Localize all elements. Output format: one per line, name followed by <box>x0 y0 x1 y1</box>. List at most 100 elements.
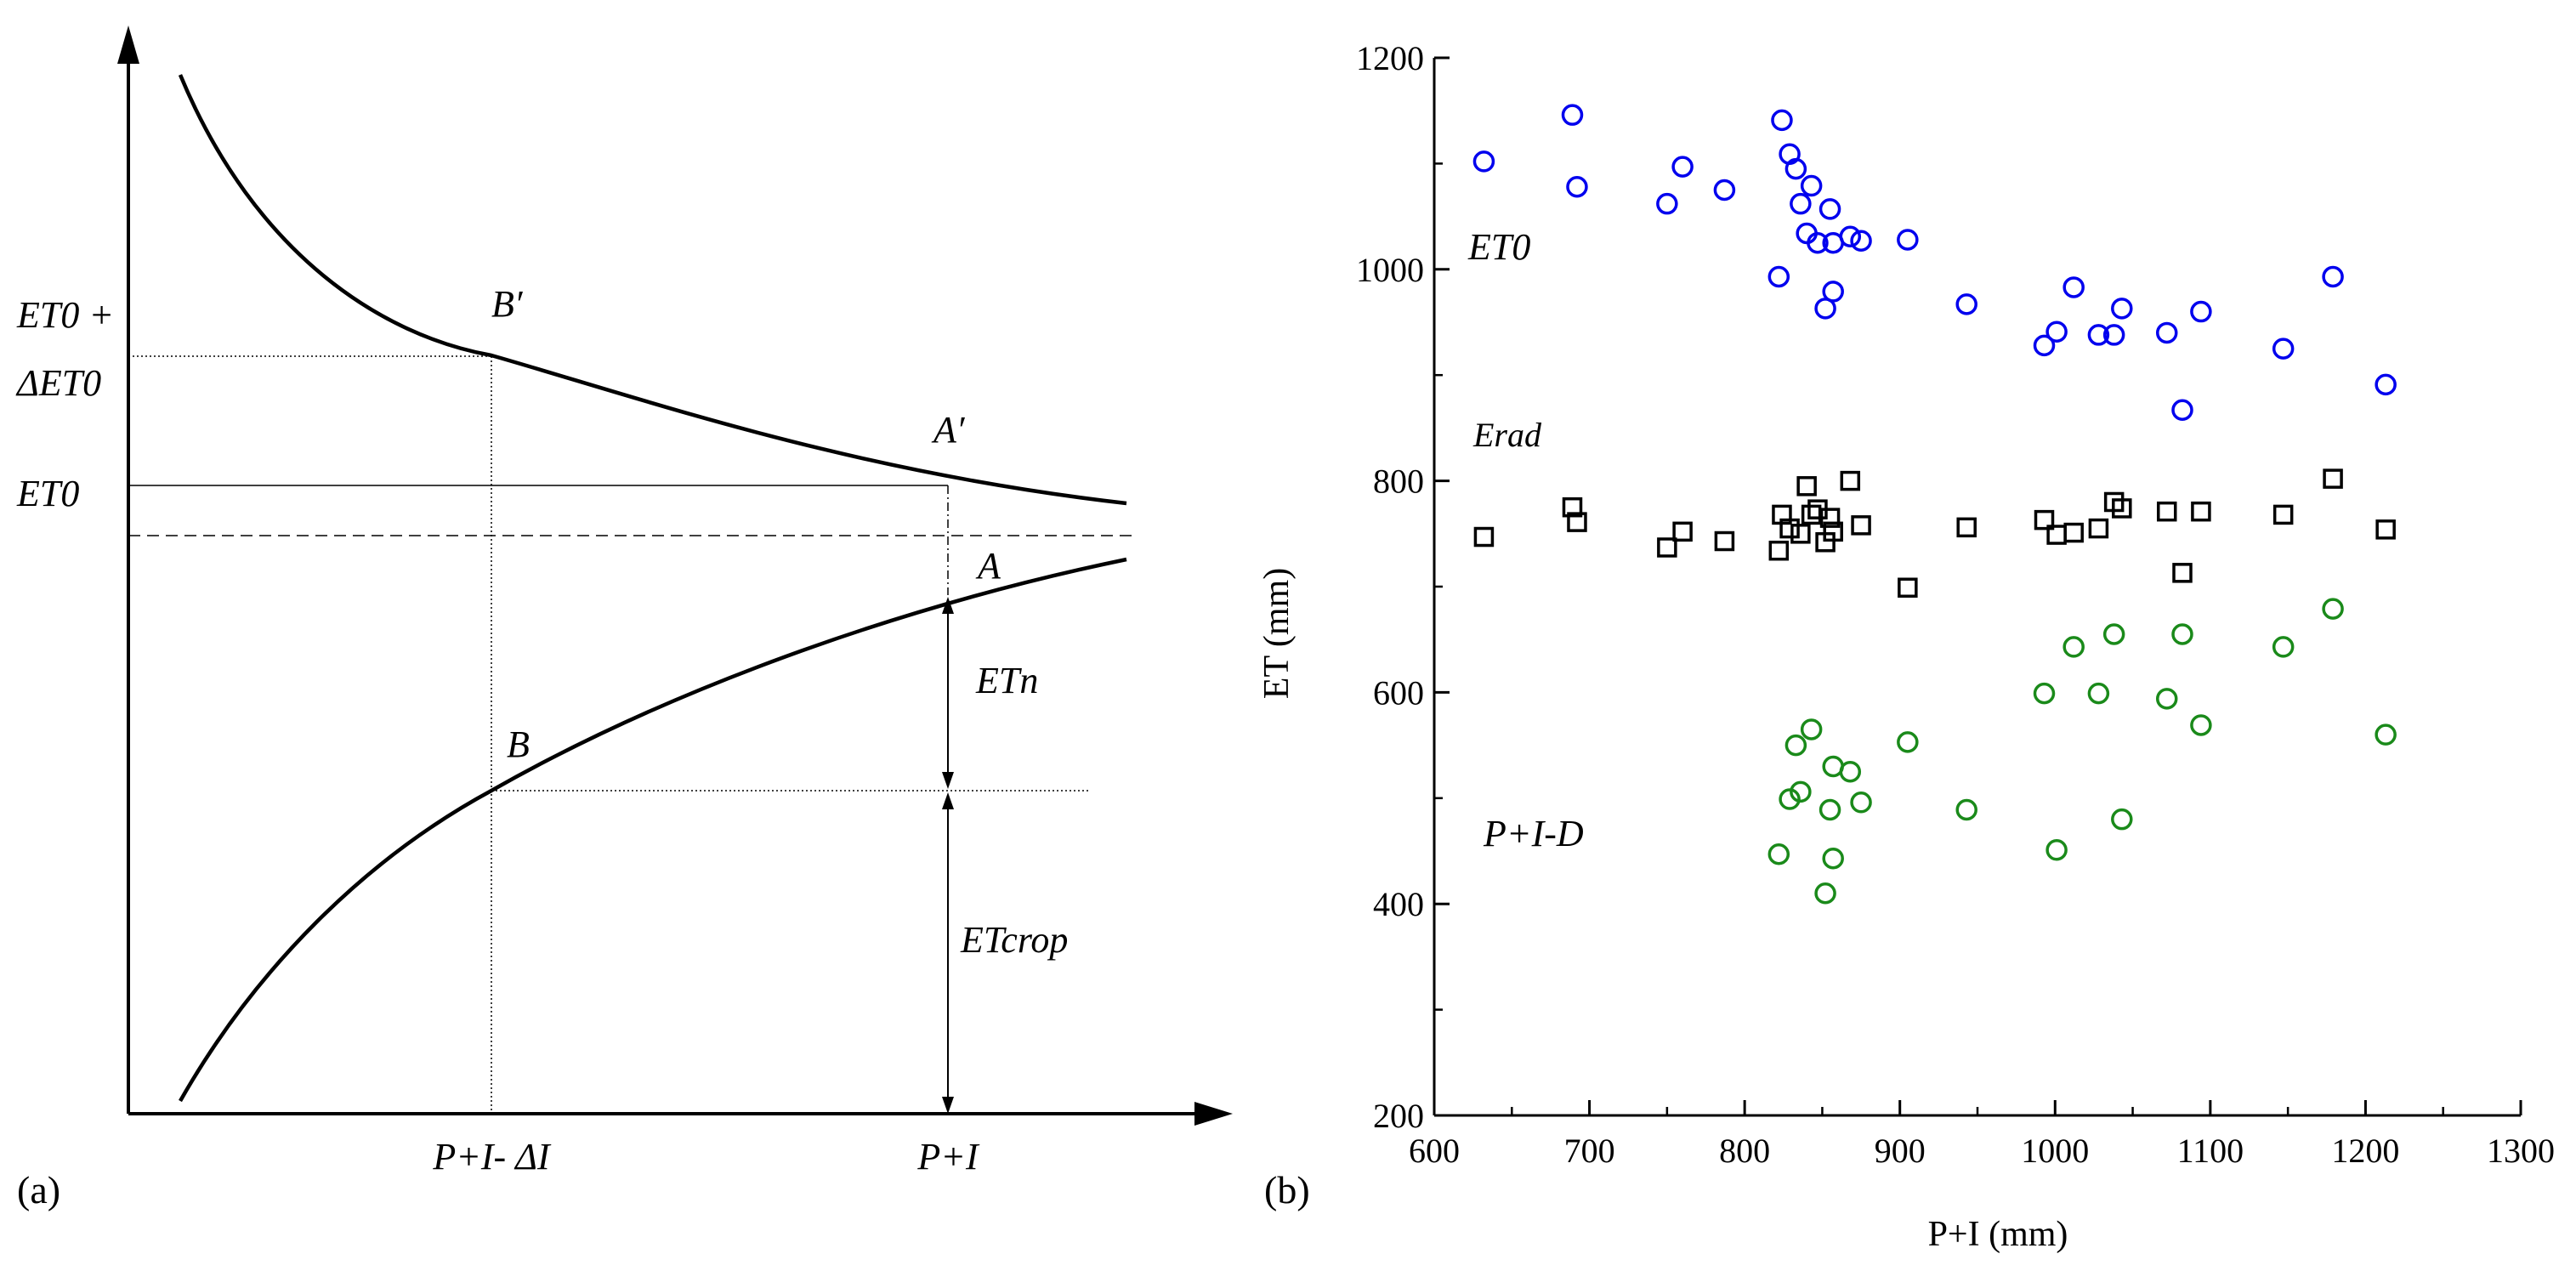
point-erad <box>1823 521 1843 542</box>
point-erad <box>2191 501 2211 522</box>
point-erad <box>1956 517 1977 538</box>
panel-a-x-tick-p-i-minus-di: P+I- ΔI <box>432 1136 552 1177</box>
point-erad <box>2272 504 2294 525</box>
panel-b-axes: 600 700 800 900 1000 1100 1200 1300 200 400 600 800… <box>1356 39 2555 1170</box>
point-et0 <box>1955 293 1977 315</box>
panel-a-annotation-etcrop: ETcrop <box>960 919 1068 961</box>
point-erad <box>1851 515 1871 536</box>
panel-a-conceptual-diagram: ET0 + ΔET0 ET0 B′ A′ A B ETn ETcrop P+I-… <box>15 26 1233 1211</box>
point-et0 <box>2102 324 2125 346</box>
point-et0 <box>1784 157 1807 180</box>
point-erad <box>2323 468 2343 489</box>
point-p-i-d <box>1850 792 1872 814</box>
point-et0 <box>1819 198 1841 220</box>
point-p-i-d <box>1800 718 1823 740</box>
panel-b-x-tick-label: 1100 <box>2177 1132 2244 1170</box>
point-et0 <box>2375 373 2397 396</box>
point-et0 <box>1771 109 1793 132</box>
point-erad <box>2088 518 2109 539</box>
point-erad <box>1562 496 1583 518</box>
panel-b-data-points <box>1472 104 2397 905</box>
point-p-i-d <box>1822 847 1844 870</box>
point-et0 <box>2087 324 2110 346</box>
series-label-erad: Erad <box>1472 416 1542 454</box>
panel-a-x-tick-p-i: P+I <box>916 1136 980 1177</box>
point-et0 <box>2111 298 2133 320</box>
point-et0 <box>1790 192 1812 215</box>
point-et0 <box>2322 265 2344 288</box>
point-erad <box>2172 563 2193 583</box>
series-label-p-i-d: P+I-D <box>1483 813 1584 854</box>
point-erad <box>1714 531 1735 552</box>
panel-a-upper-curve <box>178 74 1127 506</box>
panel-a-y-label-et0-delta-bottom: ΔET0 <box>15 362 101 404</box>
point-p-i-d <box>1955 798 1977 821</box>
point-p-i-d <box>2322 598 2344 620</box>
point-erad <box>2375 519 2396 540</box>
point-et0 <box>1472 150 1495 173</box>
point-erad <box>1801 504 1822 525</box>
point-p-i-d <box>2045 839 2068 861</box>
point-et0 <box>2272 338 2295 360</box>
point-et0 <box>1656 192 1678 215</box>
point-erad <box>1840 470 1861 491</box>
point-erad <box>1657 537 1677 558</box>
panel-a-x-axis-arrow <box>1194 1102 1233 1126</box>
panel-b-x-tick-label: 600 <box>1409 1132 1460 1170</box>
panel-b-y-tick-label: 400 <box>1373 885 1424 923</box>
panel-a-y-label-et0-delta-top: ET0 + <box>16 294 114 336</box>
panel-b-label: (b) <box>1264 1168 1310 1211</box>
panel-b-y-tick-label: 1000 <box>1356 251 1424 289</box>
point-et0 <box>1767 265 1790 288</box>
panel-b-y-axis-title: ET (mm) <box>1257 568 1297 699</box>
point-et0 <box>2033 334 2056 357</box>
point-et0 <box>2190 300 2212 323</box>
panel-a-lower-curve <box>179 557 1127 1103</box>
point-p-i-d <box>1897 731 1919 753</box>
point-et0 <box>1839 225 1862 247</box>
point-p-i-d <box>2272 636 2295 658</box>
point-erad <box>1819 508 1841 528</box>
point-p-i-d <box>2063 636 2085 658</box>
panel-b-x-tick-label: 1000 <box>2021 1132 2089 1170</box>
point-p-i-d <box>1767 843 1790 865</box>
point-et0 <box>1850 230 1872 252</box>
point-erad <box>1898 577 1918 598</box>
series-label-et0: ET0 <box>1467 226 1530 268</box>
point-p-i-d <box>2087 682 2110 705</box>
point-et0 <box>2063 276 2085 298</box>
point-erad <box>1796 476 1817 496</box>
panel-a-point-label-a: A <box>975 545 1001 587</box>
panel-a-point-label-a-prime: A′ <box>931 409 966 451</box>
point-et0 <box>1807 231 1829 254</box>
point-p-i-d <box>2171 623 2193 645</box>
point-et0 <box>2155 321 2178 344</box>
panel-b-y-tick-label: 1200 <box>1356 39 1424 77</box>
point-p-i-d <box>2033 682 2056 705</box>
point-et0 <box>2171 399 2193 422</box>
point-erad <box>1672 521 1693 542</box>
panel-b-x-tick-label: 800 <box>1719 1132 1770 1170</box>
point-erad <box>2034 509 2055 531</box>
point-et0 <box>1566 176 1588 198</box>
panel-b-x-tick-label: 900 <box>1875 1132 1926 1170</box>
point-p-i-d <box>1790 780 1812 803</box>
point-erad <box>1567 512 1587 532</box>
point-et0 <box>1800 174 1823 197</box>
panel-b-x-tick-label: 1300 <box>2487 1132 2555 1170</box>
point-p-i-d <box>2102 623 2125 645</box>
point-p-i-d <box>1839 760 1862 783</box>
point-p-i-d <box>2155 688 2178 710</box>
point-et0 <box>2045 321 2068 343</box>
point-erad <box>2063 522 2084 543</box>
panel-b-scatter-plot: 600 700 800 900 1000 1100 1200 1300 200 400 600 800… <box>1257 39 2555 1254</box>
point-erad <box>2112 498 2132 519</box>
point-et0 <box>1671 156 1694 178</box>
panel-b-x-tick-label: 700 <box>1564 1132 1615 1170</box>
point-et0 <box>1897 229 1919 251</box>
point-p-i-d <box>1784 734 1807 757</box>
point-erad <box>1768 540 1790 561</box>
point-p-i-d <box>1819 798 1841 821</box>
point-erad <box>1473 526 1495 548</box>
